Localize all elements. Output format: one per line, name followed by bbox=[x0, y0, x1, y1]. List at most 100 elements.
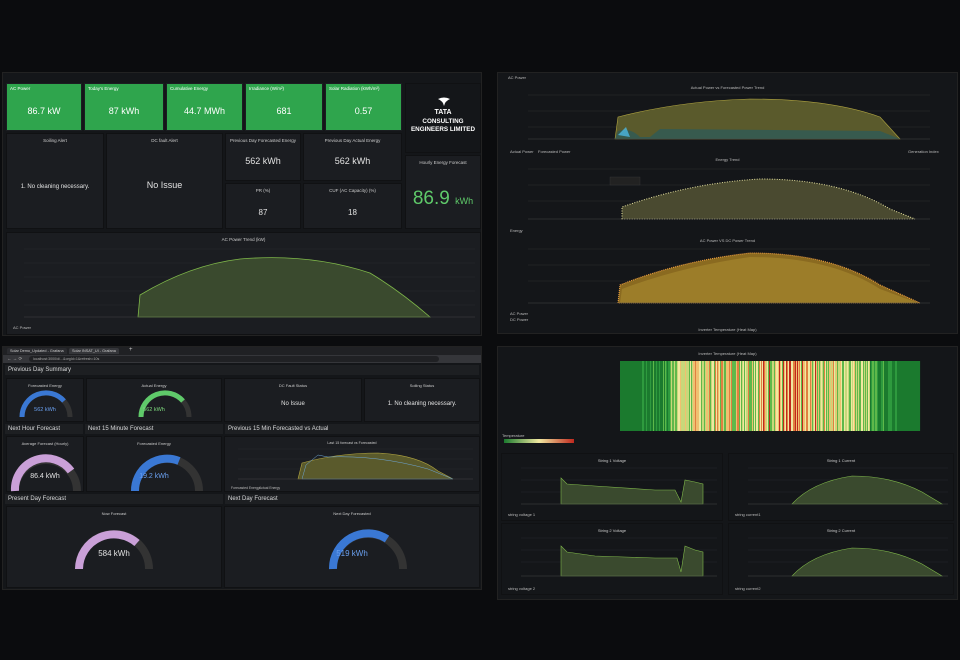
cuf-panel[interactable]: CUF (AC Capacity) (%) 18 bbox=[303, 183, 402, 229]
new-tab-icon[interactable]: + bbox=[129, 347, 133, 353]
gauge-value: 19.2 kWh bbox=[139, 473, 169, 480]
heatmap-title: Inverter Temperature (Heat Map) bbox=[698, 351, 757, 356]
actual-vs-forecast-chart[interactable] bbox=[510, 91, 950, 147]
prev-actual-value: 562 kWh bbox=[334, 156, 371, 166]
last-15-forecast-panel[interactable]: Last 15 forecast vs Forecasted Forecaste… bbox=[224, 436, 480, 492]
chart1-legend2: Forecasted Power bbox=[538, 149, 571, 154]
gauge-value: 562 kWh bbox=[143, 407, 165, 413]
cuf-value: 18 bbox=[348, 208, 357, 217]
s2v-legend: string voltage 2 bbox=[508, 586, 536, 591]
gauge-value: 519 kWh bbox=[336, 549, 368, 558]
dc-status-value: No Issue bbox=[281, 401, 305, 407]
soiling-alert-value: 1. No cleaning necessary. bbox=[20, 184, 90, 190]
section-previous-day: Previous Day Summary bbox=[5, 365, 479, 375]
forecast-energy-gauge[interactable]: Forecasted Energy 562 kWh bbox=[6, 378, 84, 422]
s1c-legend: string current1 bbox=[735, 512, 761, 517]
panel-title: PR (%) bbox=[255, 188, 271, 193]
browser-tabbar: Solar Demo_Updated - Grafana Solar INSAT… bbox=[3, 347, 481, 355]
stat-value: 87 kWh bbox=[108, 106, 140, 116]
panel-title: AC Power Trend (kW) bbox=[221, 237, 266, 242]
ac-power-trend-panel[interactable]: AC Power Trend (kW) AC Power bbox=[6, 232, 481, 335]
hourly-forecast-value: 86.9 kWh bbox=[412, 188, 474, 209]
section-next-day: Next Day Forecast bbox=[225, 494, 479, 504]
cumulative-energy-stat[interactable]: Cumulative Energy 44.7 MWh bbox=[166, 83, 243, 131]
ac-power-stat[interactable]: AC Power 86.7 kW bbox=[6, 83, 82, 131]
chart15-legend2: Actual Energy bbox=[259, 486, 281, 490]
s2c-legend: string current2 bbox=[735, 586, 761, 591]
last-15-forecast-chart bbox=[238, 448, 473, 480]
stat-title: Cumulative Energy bbox=[170, 86, 209, 91]
gauge-title: Now Forecast bbox=[101, 511, 127, 516]
gauge-title: Forecasted Energy bbox=[28, 383, 62, 388]
panel-title: String 1 Current bbox=[826, 458, 856, 463]
energy-trend-chart[interactable] bbox=[510, 163, 950, 225]
todays-energy-stat[interactable]: Today's Energy 87 kWh bbox=[84, 83, 164, 131]
gauge-arc bbox=[19, 390, 73, 418]
solar-radiation-stat[interactable]: Solar Radiation (kWh/m²) 0.57 bbox=[325, 83, 402, 131]
hourly-energy-forecast-panel[interactable]: Hourly Energy Forecast 86.9 kWh bbox=[405, 155, 481, 229]
top-legend: AC Power bbox=[508, 75, 527, 80]
chart3-title: AC Power VS DC Power Trend bbox=[699, 238, 756, 243]
browser-tab-2[interactable]: Solar INSAT_UI - Grafana bbox=[69, 348, 119, 354]
panel-title: Previous Day Actual Energy bbox=[324, 138, 381, 143]
string1-current-chart bbox=[748, 467, 948, 505]
ac-power-legend: AC Power bbox=[13, 325, 32, 330]
string1-voltage-panel[interactable]: String 1 Voltage string voltage 1 bbox=[501, 453, 723, 521]
ac-power-trend-chart bbox=[24, 248, 475, 318]
gauge-arc bbox=[75, 530, 153, 570]
tata-logo-icon bbox=[438, 97, 450, 106]
gauge-title: Forecasted Energy bbox=[137, 441, 171, 446]
stat-title: Solar Radiation (kWh/m²) bbox=[329, 86, 380, 91]
panel-title: String 2 Current bbox=[826, 528, 856, 533]
stat-title: Today's Energy bbox=[88, 86, 119, 91]
chart4-title: Inverter Temperature (Heat Map) bbox=[698, 327, 757, 332]
browser-tab-1[interactable]: Solar Demo_Updated - Grafana bbox=[7, 348, 67, 354]
dc-fault-value: No Issue bbox=[146, 180, 183, 190]
gauge-arc bbox=[328, 529, 407, 570]
chart15-legend1: Forecasted Energy bbox=[231, 486, 260, 490]
prev-forecast-value: 562 kWh bbox=[245, 156, 281, 166]
string2-current-panel[interactable]: String 2 Current string current2 bbox=[728, 523, 954, 595]
string2-voltage-panel[interactable]: String 2 Voltage string voltage 2 bbox=[501, 523, 723, 595]
inverter-strings-dashboard: Inverter Temperature (Heat Map) Temperat… bbox=[497, 346, 958, 600]
panel-title: Soiling Alert bbox=[43, 138, 67, 143]
panel-title: String 1 Voltage bbox=[597, 458, 627, 463]
soil-status-value: 1. No cleaning necessary. bbox=[387, 401, 457, 407]
irradiance-stat[interactable]: Irradiance (W/m²) 681 bbox=[245, 83, 323, 131]
stat-value: 44.7 MWh bbox=[183, 106, 225, 116]
present-day-forecast-gauge[interactable]: Now Forecast 584 kWh bbox=[6, 506, 222, 588]
browser-addressbar: ← → ⟳ localhost:3000/d/...&orgId=1&refre… bbox=[3, 355, 481, 363]
string1-voltage-chart bbox=[521, 467, 717, 505]
company-logo: TATA CONSULTING ENGINEERS LIMITED bbox=[405, 83, 481, 153]
fifteen-min-forecast-gauge[interactable]: Forecasted Energy 19.2 kWh bbox=[86, 436, 222, 492]
section-prev-15: Previous 15 Min Forecasted vs Actual bbox=[225, 424, 479, 434]
prev-day-forecast-panel[interactable]: Previous Day Forecasted Energy 562 kWh bbox=[225, 133, 301, 181]
heatmap-color-scale bbox=[504, 439, 574, 443]
stat-value: 0.57 bbox=[354, 106, 373, 116]
inverter-heatmap[interactable] bbox=[508, 361, 948, 433]
pr-panel[interactable]: PR (%) 87 bbox=[225, 183, 301, 229]
next-day-forecast-gauge[interactable]: Next Day Forecasted 519 kWh bbox=[224, 506, 480, 588]
section-next-hour: Next Hour Forecast bbox=[5, 424, 83, 434]
actual-energy-gauge[interactable]: Actual Energy 562 kWh bbox=[86, 378, 222, 422]
logo-line1: CONSULTING bbox=[422, 118, 464, 125]
panel-title: String 2 Voltage bbox=[597, 528, 627, 533]
nav-arrows-icon[interactable]: ← → ⟳ bbox=[7, 356, 23, 361]
stat-value: 86.7 kW bbox=[27, 106, 61, 116]
dc-fault-status-panel[interactable]: DC Fault Status No Issue bbox=[224, 378, 362, 422]
string1-current-panel[interactable]: String 1 Current string current1 bbox=[728, 453, 954, 521]
soiling-alert-panel[interactable]: Soiling Alert 1. No cleaning necessary. bbox=[6, 133, 104, 229]
panel-title: Previous Day Forecasted Energy bbox=[229, 138, 297, 143]
ac-vs-dc-power-chart[interactable] bbox=[510, 243, 950, 307]
dc-fault-alert-panel[interactable]: DC fault Alert No Issue bbox=[106, 133, 223, 229]
panel-title: DC Fault Status bbox=[278, 383, 308, 388]
hourly-forecast-gauge[interactable]: Average Forecast (Hourly) 86.4 kWh bbox=[6, 436, 84, 492]
gauge-title: Next Day Forecasted bbox=[333, 511, 371, 516]
section-next-15: Next 15 Minute Forecast bbox=[85, 424, 223, 434]
soiling-status-panel[interactable]: Soiling Status 1. No cleaning necessary. bbox=[364, 378, 480, 422]
prev-day-actual-panel[interactable]: Previous Day Actual Energy 562 kWh bbox=[303, 133, 402, 181]
url-field[interactable]: localhost:3000/d/...&orgId=1&refresh=10s bbox=[29, 356, 439, 362]
chart2-title: Energy Trend bbox=[715, 157, 740, 162]
chart3-legend1: AC Power bbox=[510, 311, 529, 316]
string2-current-chart bbox=[748, 537, 948, 577]
